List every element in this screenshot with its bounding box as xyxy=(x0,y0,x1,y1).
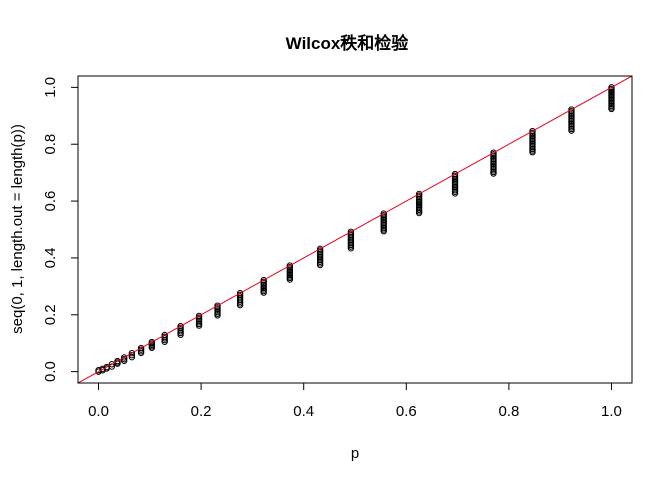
data-point xyxy=(286,276,294,283)
x-axis: 0.0 0.2 0.4 0.6 0.8 1.0 xyxy=(88,382,622,420)
y-tick-label: 0.2 xyxy=(42,304,59,325)
data-point xyxy=(99,367,106,374)
data-point xyxy=(490,170,497,177)
data-point xyxy=(451,190,459,197)
data-point xyxy=(148,344,156,351)
reference-line xyxy=(78,76,632,383)
y-tick-label: 0.4 xyxy=(42,247,59,268)
x-tick-label: 0.6 xyxy=(396,403,417,420)
data-point xyxy=(316,261,324,269)
x-tick-label: 0.4 xyxy=(293,403,314,420)
y-tick-label: 0.0 xyxy=(42,361,59,382)
x-tick-label: 1.0 xyxy=(601,403,622,420)
y-axis-label: seq(0, 1, length.out = length(p)) xyxy=(9,124,26,334)
data-point xyxy=(347,245,355,252)
data-point xyxy=(120,357,128,365)
x-tick-label: 0.8 xyxy=(498,403,519,420)
data-point xyxy=(380,228,387,235)
data-point xyxy=(128,349,136,357)
data-point xyxy=(236,301,244,309)
chart-title: Wilcox秩和检验 xyxy=(286,33,410,53)
data-point xyxy=(608,105,615,113)
x-axis-label: p xyxy=(351,445,359,462)
y-tick-label: 0.8 xyxy=(42,134,59,155)
data-point xyxy=(177,331,184,338)
y-tick-label: 1.0 xyxy=(42,77,59,98)
data-point xyxy=(137,349,145,357)
data-point xyxy=(415,209,423,217)
y-tick-label: 0.6 xyxy=(42,191,59,212)
data-point xyxy=(128,353,136,361)
data-points xyxy=(95,84,615,375)
x-tick-label: 0.0 xyxy=(88,403,109,420)
data-point xyxy=(260,289,267,296)
data-point xyxy=(568,127,575,134)
data-point xyxy=(214,312,221,319)
data-point xyxy=(529,148,536,156)
y-axis: 0.0 0.2 0.4 0.6 0.8 1.0 xyxy=(42,77,79,382)
x-tick-label: 0.2 xyxy=(191,403,212,420)
data-point xyxy=(161,338,168,345)
data-point xyxy=(195,322,203,329)
